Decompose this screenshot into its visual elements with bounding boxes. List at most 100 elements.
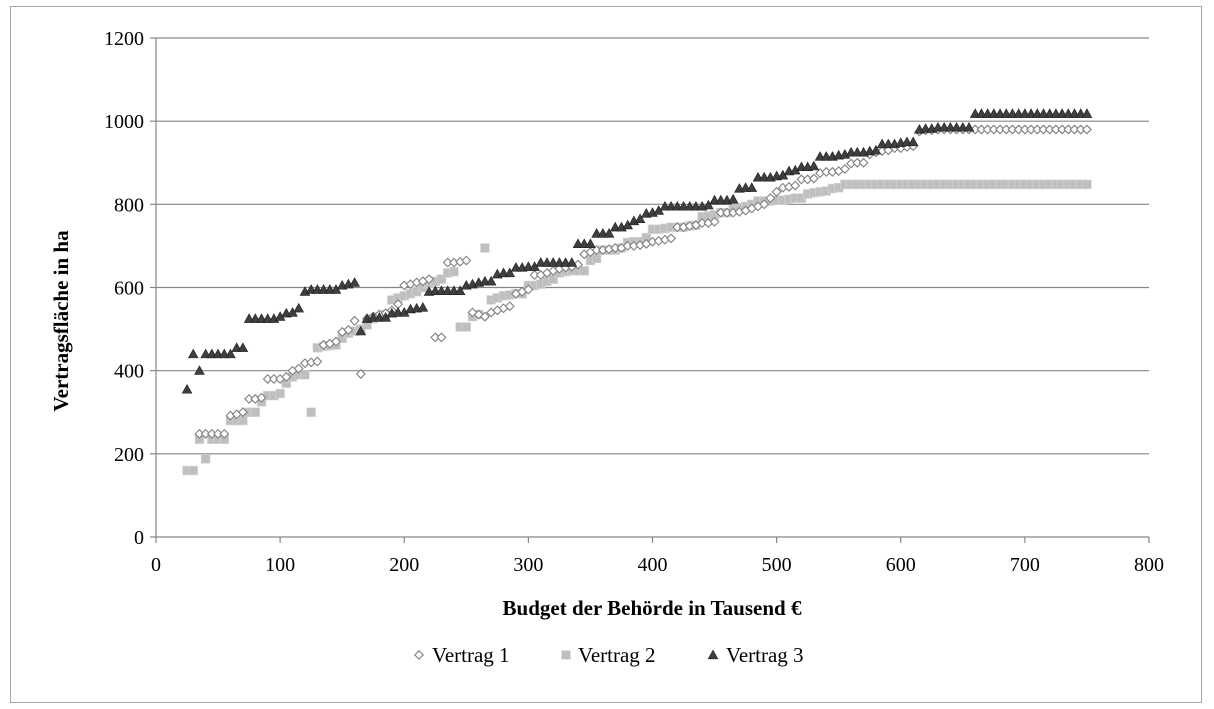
data-point [281, 371, 292, 382]
gridlines [156, 37, 1149, 455]
x-tick-label: 500 [762, 554, 792, 576]
data-point [765, 193, 776, 204]
data-point [181, 383, 193, 394]
data-point [449, 266, 459, 277]
data-point [709, 216, 720, 227]
data-point [187, 348, 199, 359]
data-point [963, 121, 975, 132]
legend-marker-square-icon [561, 650, 571, 660]
data-point [479, 311, 490, 322]
data-point [343, 324, 354, 335]
data-point [293, 363, 304, 374]
data-point [250, 407, 260, 417]
legend-label-vertrag-1: Vertrag 1 [432, 643, 510, 667]
y-tick-label: 200 [114, 444, 144, 466]
data-point [355, 369, 366, 379]
data-point [585, 238, 596, 248]
data-point [355, 325, 367, 336]
data-point [808, 160, 820, 171]
data-point [293, 302, 305, 313]
data-point [225, 348, 236, 359]
data-point [256, 392, 267, 403]
series-1 [194, 124, 1092, 439]
data-point [703, 199, 714, 210]
x-tick-label: 700 [1010, 554, 1040, 576]
data-point [306, 407, 316, 417]
x-tick-label: 600 [886, 554, 916, 576]
legend-label-vertrag-3: Vertrag 3 [726, 643, 804, 667]
legend-item-vertrag-3: Vertrag 3 [707, 643, 804, 667]
tick-labels: 0 200 400 600 800 1000 1200 0 100 200 300 400 500 600… [104, 28, 1164, 576]
data-point [331, 336, 341, 347]
data-point [504, 301, 515, 312]
data-point [300, 370, 310, 380]
data-point [808, 173, 819, 184]
x-tick-label: 100 [265, 554, 295, 576]
data-point [790, 180, 801, 191]
y-tick-label: 800 [114, 194, 144, 216]
data-point [634, 213, 646, 224]
data-point [1081, 108, 1093, 118]
y-tick-label: 0 [134, 527, 144, 549]
x-tick-label: 200 [389, 554, 419, 576]
data-point [858, 157, 869, 168]
data-point [727, 193, 739, 204]
data-point [485, 275, 497, 286]
data-point [666, 233, 677, 244]
legend-marker [561, 650, 571, 660]
legend-item-vertrag-2: Vertrag 2 [561, 643, 656, 667]
axes [150, 37, 1150, 543]
x-tick-label: 300 [513, 554, 543, 576]
data-point [454, 285, 466, 295]
data-point [579, 266, 589, 276]
data-point [870, 144, 882, 155]
data-point [907, 136, 919, 147]
y-tick-label: 1000 [104, 111, 144, 133]
data-point [480, 243, 490, 253]
y-tick-label: 400 [114, 361, 144, 383]
data-points [181, 108, 1093, 476]
data-point [188, 465, 198, 476]
data-point [759, 199, 770, 210]
data-point [591, 253, 602, 264]
data-point [436, 274, 447, 284]
x-tick-label: 0 [151, 554, 161, 576]
y-tick-label: 600 [114, 278, 144, 300]
data-point [839, 164, 850, 174]
data-point [194, 365, 205, 375]
legend-marker [414, 650, 424, 660]
data-point [461, 255, 472, 266]
y-axis-title: Vertragsfläche in ha [49, 230, 73, 412]
data-point [349, 277, 360, 287]
legend-marker-diamond-icon [414, 650, 424, 660]
data-point [566, 257, 578, 267]
data-point [424, 274, 435, 285]
data-point [237, 342, 249, 352]
data-point [238, 415, 248, 426]
data-point [1081, 124, 1092, 135]
x-tick-label: 800 [1134, 554, 1164, 576]
x-axis-title: Budget der Behörde in Tausend € [503, 596, 802, 620]
data-point [349, 315, 360, 326]
x-tick-label: 400 [638, 554, 668, 576]
data-point [275, 388, 285, 399]
legend-label-vertrag-2: Vertrag 2 [578, 643, 656, 667]
series-3 [181, 108, 1093, 394]
data-point [417, 302, 429, 312]
data-point [436, 332, 447, 343]
legend-marker-triangle-icon [707, 649, 719, 660]
data-point [237, 407, 248, 418]
data-point [219, 428, 230, 439]
legend-item-vertrag-1: Vertrag 1 [414, 643, 510, 667]
data-point [312, 356, 323, 367]
legend-marker [707, 649, 719, 660]
legend: Vertrag 1 Vertrag 2 Vertrag 3 [414, 643, 804, 667]
data-point [746, 182, 758, 192]
y-tick-label: 1200 [104, 28, 144, 50]
data-point [200, 454, 211, 464]
data-point [461, 322, 472, 332]
data-point [573, 259, 584, 270]
data-point [1082, 179, 1092, 190]
data-point [523, 284, 534, 295]
